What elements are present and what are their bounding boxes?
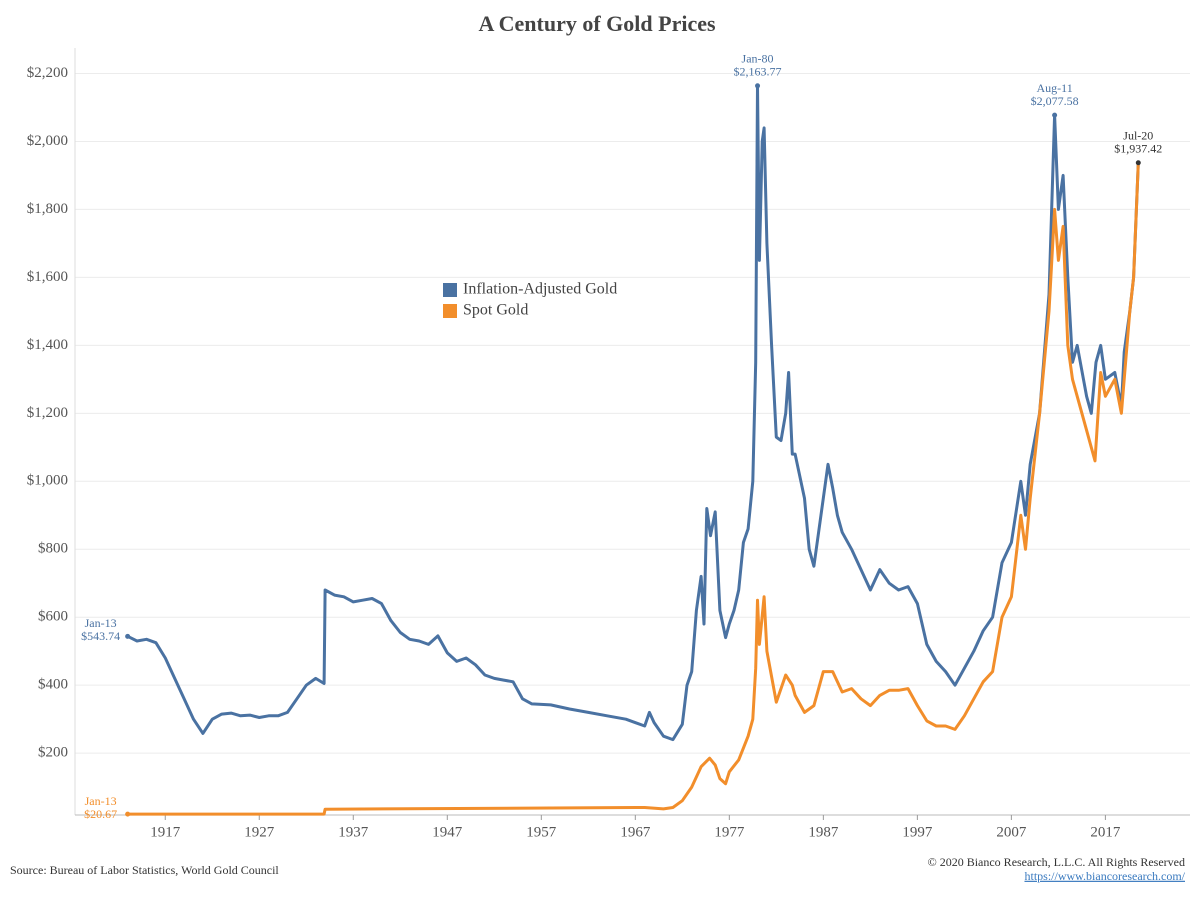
annotation-value: $543.74 <box>81 629 120 643</box>
annotation-label: Jan-13 <box>85 616 117 630</box>
annotation-point <box>125 811 131 817</box>
x-tick-label: 1997 <box>902 824 933 840</box>
annotation-value: $2,077.58 <box>1031 94 1079 108</box>
annotation-point <box>755 83 761 89</box>
x-tick-label: 1967 <box>620 824 651 840</box>
x-tick-label: 1917 <box>150 824 181 840</box>
chart-title: A Century of Gold Prices <box>478 11 716 36</box>
annotation-value: $20.67 <box>84 807 117 821</box>
annotation-point <box>1052 112 1058 118</box>
legend-label: Spot Gold <box>463 302 528 319</box>
annotation-point <box>125 633 131 639</box>
annotation-value: $2,163.77 <box>734 65 782 79</box>
annotation-value: $1,937.42 <box>1114 141 1162 155</box>
x-tick-label: 1927 <box>244 824 275 840</box>
x-tick-label: 1937 <box>338 824 369 840</box>
series-line <box>127 162 1140 816</box>
series-line <box>126 84 1140 742</box>
x-tick-label: 2007 <box>996 824 1027 840</box>
y-tick-label: $1,200 <box>27 405 68 421</box>
x-tick-label: 1947 <box>432 824 463 840</box>
y-tick-label: $200 <box>38 745 68 761</box>
x-tick-label: 1987 <box>808 824 839 840</box>
y-tick-label: $1,800 <box>27 201 68 217</box>
y-tick-label: $800 <box>38 541 68 557</box>
annotation-label: Aug-11 <box>1037 81 1073 95</box>
annotation-label: Jan-13 <box>85 794 117 808</box>
x-tick-label: 1977 <box>714 824 745 840</box>
source-note: Source: Bureau of Labor Statistics, Worl… <box>10 863 279 877</box>
x-tick-label: 1957 <box>526 824 557 840</box>
y-tick-label: $400 <box>38 677 68 693</box>
y-tick-label: $1,400 <box>27 337 68 353</box>
legend-label: Inflation-Adjusted Gold <box>463 281 617 298</box>
annotation-label: Jul-20 <box>1123 128 1153 142</box>
x-tick-label: 2017 <box>1090 824 1121 840</box>
y-tick-label: $2,000 <box>27 133 68 149</box>
source-link[interactable]: https://www.biancoresearch.com/ <box>1024 869 1185 883</box>
copyright: © 2020 Bianco Research, L.L.C. All Right… <box>928 855 1185 869</box>
legend-swatch <box>443 304 457 318</box>
y-tick-label: $1,600 <box>27 269 68 285</box>
legend-swatch <box>443 283 457 297</box>
y-tick-label: $2,200 <box>27 65 68 81</box>
annotation-label: Jan-80 <box>742 52 774 66</box>
annotation-point <box>1135 160 1141 166</box>
y-tick-label: $600 <box>38 609 68 625</box>
y-tick-label: $1,000 <box>27 473 68 489</box>
